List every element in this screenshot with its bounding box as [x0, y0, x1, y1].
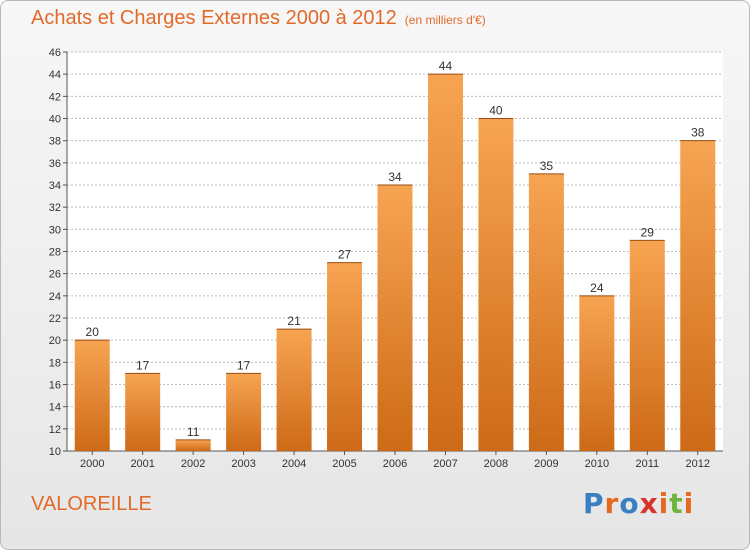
bar: [125, 373, 161, 451]
y-tick-label: 34: [49, 180, 61, 192]
logo-letter: t: [669, 487, 684, 520]
data-label: 20: [86, 325, 100, 339]
logo-letter: r: [604, 487, 620, 520]
y-tick-label: 20: [49, 335, 61, 347]
y-tick-label: 26: [49, 269, 61, 281]
data-label: 27: [338, 248, 352, 262]
data-label: 17: [136, 358, 150, 372]
bar: [680, 140, 716, 451]
data-label: 17: [237, 358, 251, 372]
logo-letter: i: [683, 487, 695, 520]
logo-letter: P: [583, 487, 605, 520]
y-tick-label: 14: [49, 402, 61, 414]
x-tick-label: 2010: [585, 458, 609, 470]
y-tick-label: 24: [49, 291, 61, 303]
y-tick-label: 18: [49, 357, 61, 369]
y-tick-label: 22: [49, 313, 61, 325]
x-tick-label: 2000: [80, 458, 104, 470]
bar: [276, 329, 312, 451]
bar: [629, 240, 665, 451]
chart-subtitle: (en milliers d'€): [404, 13, 486, 27]
y-tick-label: 36: [49, 158, 61, 170]
y-tick-label: 28: [49, 247, 61, 259]
y-tick-label: 42: [49, 91, 61, 103]
data-label: 11: [187, 425, 200, 439]
bar: [427, 74, 463, 452]
x-tick-label: 2004: [282, 458, 306, 470]
y-tick-label: 16: [49, 380, 61, 392]
x-tick-label: 2009: [534, 458, 558, 470]
data-label: 29: [641, 225, 655, 239]
x-tick-label: 2005: [332, 458, 356, 470]
y-tick-label: 38: [49, 136, 61, 148]
y-tick-label: 10: [49, 446, 61, 458]
bar: [377, 185, 413, 451]
x-tick-label: 2001: [130, 458, 154, 470]
data-label: 44: [439, 59, 453, 73]
bar: [226, 373, 262, 451]
logo-letter: o: [619, 487, 640, 520]
x-tick-label: 2006: [383, 458, 407, 470]
data-label: 40: [489, 104, 503, 118]
y-tick-label: 46: [49, 47, 61, 59]
bar: [327, 262, 363, 451]
chart-title: Achats et Charges Externes 2000 à 2012 (e…: [31, 7, 486, 30]
data-label: 24: [590, 281, 604, 295]
x-tick-label: 2002: [181, 458, 205, 470]
logo-letter: x: [639, 487, 659, 520]
y-tick-label: 12: [49, 424, 61, 436]
bar: [528, 173, 564, 451]
x-tick-label: 2008: [484, 458, 508, 470]
data-label: 35: [540, 159, 554, 173]
x-tick-label: 2007: [433, 458, 457, 470]
x-tick-label: 2011: [635, 458, 659, 470]
x-tick-label: 2012: [686, 458, 710, 470]
data-label: 38: [691, 126, 705, 140]
data-label: 34: [388, 170, 402, 184]
y-tick-label: 32: [49, 202, 61, 214]
bar: [74, 340, 110, 451]
commune-name: VALOREILLE: [31, 493, 152, 515]
bar: [175, 439, 211, 451]
proxiti-logo: Proxiti: [583, 487, 694, 520]
y-tick-label: 30: [49, 224, 61, 236]
y-tick-label: 44: [49, 69, 61, 81]
chart-title-text: Achats et Charges Externes 2000 à 2012: [31, 7, 397, 29]
y-tick-label: 40: [49, 114, 61, 126]
bar: [478, 118, 514, 451]
bar: [579, 295, 615, 451]
logo-letter: i: [658, 487, 670, 520]
x-tick-label: 2003: [231, 458, 255, 470]
data-label: 21: [287, 314, 301, 328]
